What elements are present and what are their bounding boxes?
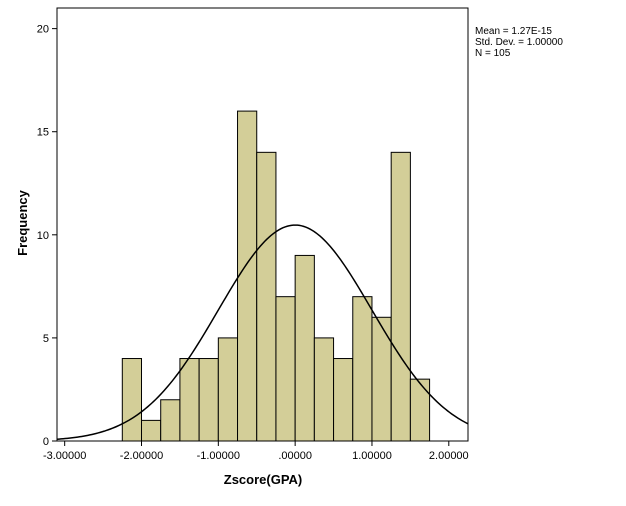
histogram-bar (141, 419, 162, 442)
x-tick-label: 2.00000 (429, 450, 469, 462)
y-axis-title: Frequency (15, 189, 30, 256)
y-tick-label: 15 (37, 127, 49, 139)
histogram-bar (313, 337, 335, 442)
histogram-bar (237, 110, 258, 442)
x-tick-label: .00000 (278, 450, 312, 462)
histogram-bar (198, 358, 219, 442)
y-tick-label: 10 (37, 230, 49, 242)
x-axis-title: Zscore(GPA) (224, 472, 303, 487)
x-tick-label: -1.00000 (197, 450, 240, 462)
histogram-bar (409, 378, 431, 442)
stats-mean: Mean = 1.27E-15 (475, 26, 552, 37)
y-tick-label: 20 (37, 24, 49, 36)
histogram-bar (333, 358, 354, 442)
stats-std-dev: Std. Dev. = 1.00000 (475, 37, 563, 48)
histogram-bar (390, 151, 411, 442)
y-axis: 0 5 10 15 20 (37, 24, 57, 448)
stats-box: Mean = 1.27E-15 Std. Dev. = 1.00000 N = … (475, 26, 563, 59)
y-tick-label: 5 (43, 333, 49, 345)
histogram-bar (121, 358, 143, 442)
bars-layer (121, 110, 431, 442)
x-tick-label: -3.00000 (43, 450, 86, 462)
histogram-bar (179, 358, 200, 442)
stats-n: N = 105 (475, 48, 511, 59)
histogram-bar (217, 337, 239, 442)
x-tick-label: -2.00000 (120, 450, 163, 462)
histogram-bar (294, 254, 315, 442)
histogram-bar (371, 316, 392, 442)
normal-curve (56, 224, 469, 440)
histogram-bar (275, 296, 296, 442)
histogram-bar (352, 296, 373, 442)
plot-frame (56, 7, 469, 442)
histogram-bar (256, 151, 277, 442)
x-axis: -3.00000 -2.00000 -1.00000 .00000 1.00000 2.0… (43, 441, 469, 462)
histogram-bar (160, 399, 181, 442)
y-tick-label: 0 (43, 436, 49, 448)
x-tick-label: 1.00000 (352, 450, 392, 462)
